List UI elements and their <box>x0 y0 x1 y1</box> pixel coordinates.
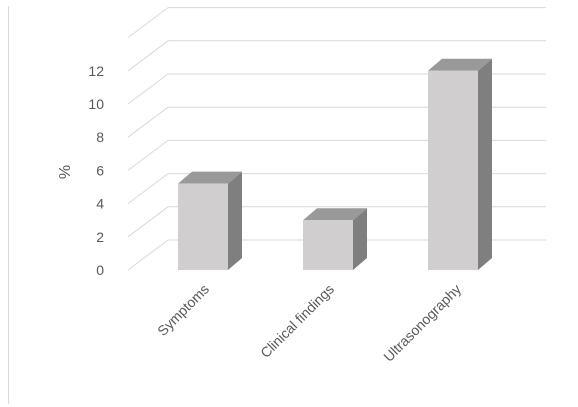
y-tick-label: 10 <box>88 96 104 112</box>
x-tick-label: Clinical findings <box>257 281 337 361</box>
y-tick-label: 6 <box>96 162 104 178</box>
y-tick-label: 12 <box>88 63 104 79</box>
bar <box>428 58 492 270</box>
bar-top <box>178 171 242 184</box>
gridline-diagonal <box>127 206 169 238</box>
y-axis-ticks: 0 2 4 6 8 10 12 <box>88 63 104 278</box>
gridline-diagonal <box>127 73 169 105</box>
bar-side <box>478 58 492 270</box>
gridline-diagonal <box>127 173 169 205</box>
bar-front <box>178 183 228 270</box>
bar-side <box>353 208 367 270</box>
bars <box>178 58 492 270</box>
x-tick-label: Symptoms <box>154 281 212 339</box>
y-tick-label: 0 <box>96 262 104 278</box>
y-axis-label: % <box>57 165 74 179</box>
x-tick-label: Ultrasonography <box>380 281 464 365</box>
bar-side <box>228 171 242 270</box>
gridline-diagonal <box>127 239 169 271</box>
bar-front <box>303 220 353 270</box>
x-axis-ticks: Symptoms Clinical findings Ultrasonography <box>154 281 464 365</box>
bar <box>303 208 367 270</box>
gridline-diagonal <box>127 40 169 72</box>
y-tick-label: 2 <box>96 229 104 245</box>
bar-front <box>428 70 478 270</box>
bar <box>178 171 242 270</box>
gridline-diagonal <box>127 7 169 38</box>
bar-top <box>428 58 492 71</box>
chart-frame-edge <box>8 6 9 404</box>
gridline-diagonal <box>127 106 169 138</box>
gridline-diagonal <box>127 139 169 171</box>
bar-top <box>303 208 367 221</box>
y-tick-label: 8 <box>96 129 104 145</box>
y-tick-label: 4 <box>96 196 104 212</box>
